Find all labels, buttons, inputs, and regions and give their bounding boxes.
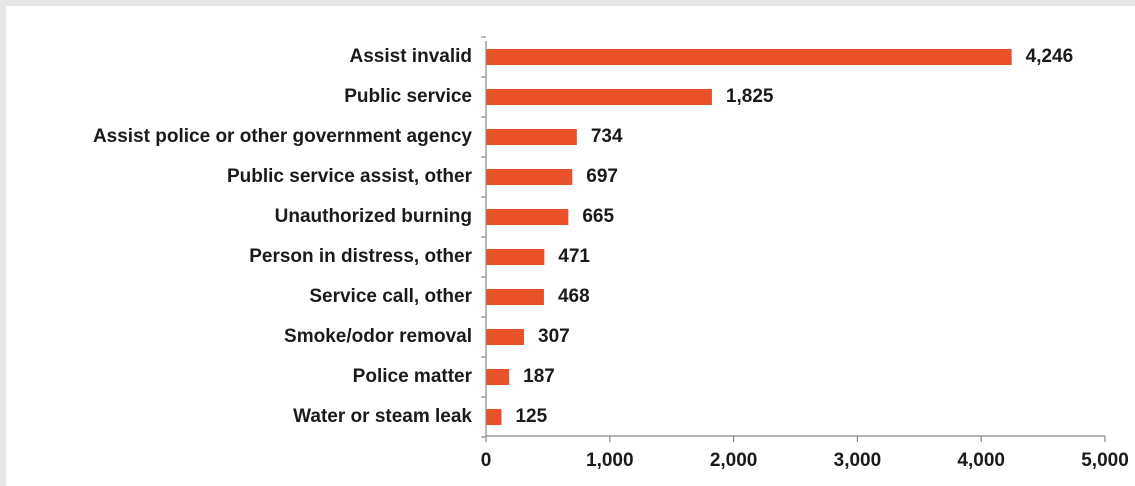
- x-tick-label: 5,000: [1081, 450, 1129, 471]
- category-label: Person in distress, other: [249, 246, 472, 267]
- category-label: Public service: [344, 86, 472, 107]
- data-label: 4,246: [1026, 46, 1074, 67]
- category-label: Police matter: [353, 366, 473, 387]
- category-label: Unauthorized burning: [275, 206, 472, 227]
- bar: [486, 329, 525, 345]
- x-tick-label: 4,000: [957, 450, 1005, 471]
- bar: [486, 409, 502, 425]
- bar: [486, 129, 577, 145]
- bar: [486, 89, 712, 105]
- axis-layer: 0 1,000 2,000 3,000 4,000 5,000: [481, 36, 1129, 471]
- chart-frame: Assist invalid 4,246 Public service 1,825 As…: [6, 6, 1135, 486]
- data-label: 125: [515, 406, 547, 427]
- bar: [486, 249, 545, 265]
- data-label: 665: [582, 206, 614, 227]
- x-tick-label: 0: [481, 450, 492, 471]
- bars-layer: Assist invalid 4,246 Public service 1,825 As…: [93, 46, 1073, 427]
- bar: [486, 169, 573, 185]
- category-label: Assist police or other government agency: [93, 126, 472, 147]
- data-label: 471: [558, 246, 590, 267]
- data-label: 1,825: [726, 86, 774, 107]
- bar: [486, 369, 510, 385]
- category-label: Service call, other: [309, 286, 472, 307]
- category-label: Assist invalid: [350, 46, 473, 67]
- category-label: Water or steam leak: [293, 406, 472, 427]
- x-tick-label: 3,000: [834, 450, 882, 471]
- bar-chart: Assist invalid 4,246 Public service 1,825 As…: [93, 36, 1129, 471]
- data-label: 697: [586, 166, 618, 187]
- category-label: Smoke/odor removal: [284, 326, 472, 347]
- x-tick-label: 1,000: [586, 450, 634, 471]
- category-label: Public service assist, other: [227, 166, 473, 187]
- bar: [486, 289, 544, 305]
- bar: [486, 49, 1012, 65]
- x-tick-label: 2,000: [710, 450, 758, 471]
- data-label: 734: [591, 126, 623, 147]
- data-label: 307: [538, 326, 570, 347]
- data-label: 468: [558, 286, 590, 307]
- bar: [486, 209, 569, 225]
- data-label: 187: [523, 366, 555, 387]
